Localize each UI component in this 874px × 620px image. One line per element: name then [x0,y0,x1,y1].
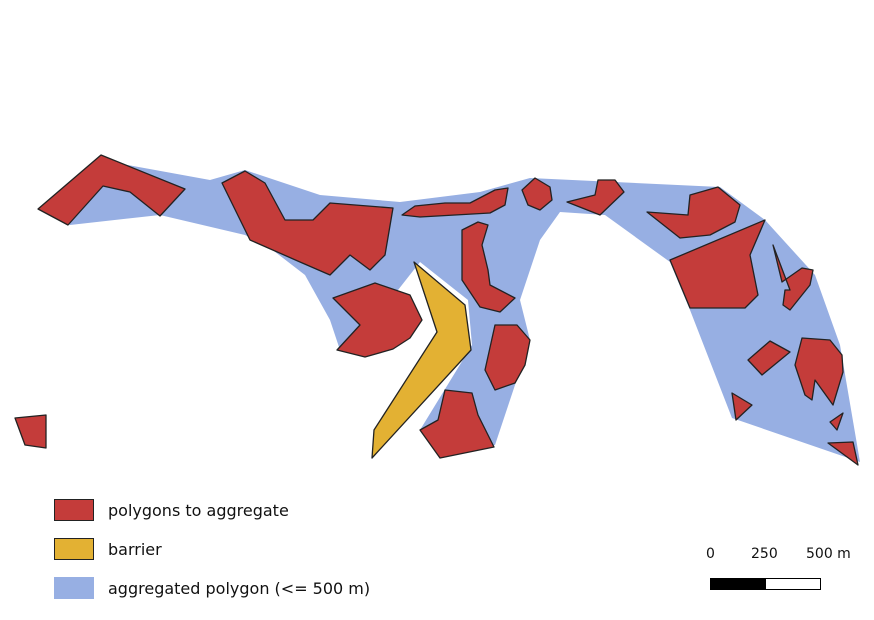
legend-barrier: barrier [54,538,162,560]
scale-bar: 0 250 500 m [700,546,860,596]
legend-label-barrier: barrier [108,539,162,559]
legend-label-aggregated: aggregated polygon (<= 500 m) [108,578,371,598]
polygons-to-aggregate [14,154,859,466]
scale-bar-graphic [710,578,821,590]
aggregated-polygon [40,160,860,462]
legend-swatch-barrier [54,538,94,560]
scale-segment-black [710,578,766,590]
scale-tick-0: 0 [706,546,715,562]
map-canvas [14,154,860,466]
scale-tick-500: 500 m [806,546,851,562]
scale-tick-250: 250 [751,546,778,562]
legend-label-polygons: polygons to aggregate [108,500,289,520]
legend-swatch-polygons [54,499,94,521]
legend-swatch-aggregated [54,577,94,599]
scale-segment-white [765,578,821,590]
legend-polygons: polygons to aggregate [54,499,289,521]
barrier [371,261,472,459]
legend-aggregated: aggregated polygon (<= 500 m) [54,577,370,599]
